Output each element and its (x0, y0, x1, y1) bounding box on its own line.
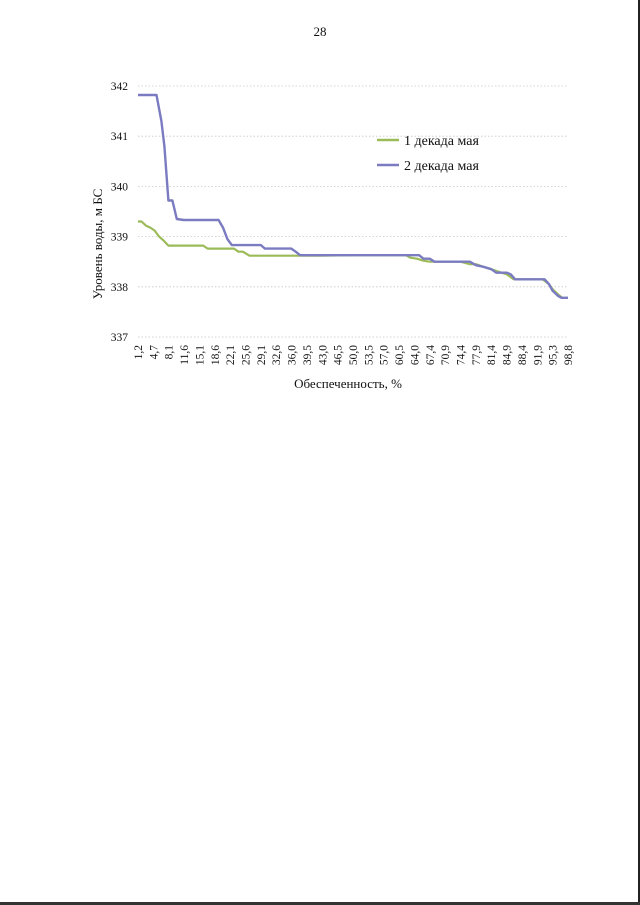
x-tick-label: 53,5 (363, 345, 375, 365)
x-tick-label: 67,4 (425, 345, 437, 365)
y-axis: 337 338 339 340 341 342 (111, 81, 129, 344)
x-tick-label: 29,1 (256, 345, 268, 365)
x-tick-label: 50,0 (348, 345, 360, 365)
x-tick-label: 46,5 (333, 345, 345, 365)
x-tick-label: 1,2 (133, 345, 145, 360)
x-tick-label: 8,1 (164, 345, 176, 360)
x-tick-label: 22,1 (225, 345, 237, 365)
x-tick-label: 70,9 (440, 345, 452, 365)
y-tick-label: 340 (111, 181, 129, 193)
series-line-2 (138, 93, 568, 299)
y-tick-label: 339 (111, 232, 129, 244)
x-tick-label: 98,8 (563, 345, 575, 365)
y-axis-title: Уровень воды, м БС (90, 189, 105, 300)
page-edge (638, 0, 640, 905)
x-tick-label: 32,6 (271, 345, 283, 365)
x-axis: 1,2 4,7 8,1 11,6 15,1 18,6 22,1 25,6 29,1 32,6 36,… (133, 345, 575, 365)
x-tick-label: 95,3 (548, 345, 560, 365)
y-tick-label: 338 (111, 282, 129, 294)
series-line-1 (138, 220, 568, 299)
y-tick-label: 337 (111, 332, 129, 344)
page-number: 28 (313, 24, 327, 39)
legend-label-2: 2 декада мая (404, 159, 479, 174)
x-tick-label: 36,0 (287, 345, 299, 365)
x-tick-label: 91,9 (532, 345, 544, 365)
x-tick-label: 77,9 (471, 345, 483, 365)
x-tick-label: 11,6 (179, 345, 191, 365)
x-tick-label: 88,4 (517, 345, 529, 365)
y-tick-label: 342 (111, 81, 129, 93)
x-tick-label: 64,0 (409, 345, 421, 365)
x-tick-label: 39,5 (302, 345, 314, 365)
legend: 1 декада мая 2 декада мая (377, 134, 479, 174)
x-tick-label: 84,9 (502, 345, 514, 365)
x-tick-label: 57,0 (379, 345, 391, 365)
x-tick-label: 81,4 (486, 345, 498, 365)
x-tick-label: 60,5 (394, 345, 406, 365)
x-tick-label: 18,6 (210, 345, 222, 365)
x-tick-label: 25,6 (241, 345, 253, 365)
x-tick-label: 4,7 (148, 345, 160, 360)
x-axis-title: Обеспеченность, % (294, 376, 402, 391)
page-edge-bottom (0, 902, 640, 905)
grid-lines (138, 85, 568, 338)
x-tick-label: 15,1 (194, 345, 206, 365)
x-tick-label: 74,4 (456, 345, 468, 365)
y-tick-label: 341 (111, 131, 129, 143)
x-tick-label: 43,0 (317, 345, 329, 365)
legend-label-1: 1 декада мая (404, 134, 479, 149)
series-lines (138, 93, 568, 299)
